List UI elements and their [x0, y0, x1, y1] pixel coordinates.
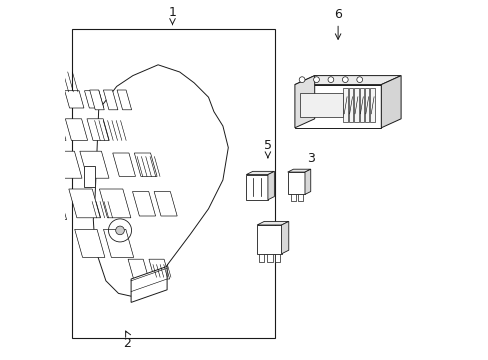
Polygon shape	[305, 169, 310, 194]
Circle shape	[342, 77, 347, 82]
Polygon shape	[343, 88, 347, 122]
Polygon shape	[87, 119, 109, 140]
Polygon shape	[69, 189, 100, 218]
Polygon shape	[274, 254, 280, 262]
Polygon shape	[80, 151, 109, 178]
Polygon shape	[45, 91, 64, 108]
Circle shape	[327, 77, 333, 82]
Polygon shape	[290, 194, 295, 201]
Polygon shape	[281, 221, 288, 254]
Polygon shape	[259, 254, 264, 262]
Polygon shape	[103, 229, 133, 257]
Polygon shape	[381, 76, 400, 128]
Polygon shape	[257, 225, 281, 254]
Text: 6: 6	[333, 8, 341, 21]
Polygon shape	[287, 172, 305, 194]
Polygon shape	[84, 166, 95, 187]
Polygon shape	[33, 171, 59, 193]
Text: 4: 4	[274, 242, 282, 255]
Circle shape	[116, 226, 124, 235]
Polygon shape	[113, 153, 135, 176]
Polygon shape	[267, 171, 274, 200]
Text: 3: 3	[306, 152, 314, 165]
Circle shape	[299, 77, 305, 82]
Polygon shape	[267, 254, 272, 262]
Polygon shape	[370, 88, 374, 122]
Polygon shape	[348, 88, 352, 122]
Bar	[72, 29, 275, 338]
Polygon shape	[43, 119, 66, 140]
Polygon shape	[89, 90, 104, 110]
Circle shape	[313, 77, 319, 82]
Polygon shape	[117, 90, 131, 110]
Polygon shape	[154, 192, 177, 216]
Polygon shape	[257, 221, 288, 225]
Polygon shape	[131, 266, 167, 302]
Polygon shape	[354, 88, 358, 122]
Polygon shape	[294, 76, 314, 128]
Polygon shape	[294, 85, 381, 128]
Polygon shape	[149, 259, 169, 279]
Polygon shape	[365, 88, 368, 122]
Polygon shape	[64, 91, 84, 108]
Polygon shape	[134, 153, 157, 176]
Polygon shape	[99, 189, 131, 218]
Polygon shape	[75, 229, 105, 257]
Polygon shape	[84, 91, 103, 108]
Text: 2: 2	[123, 337, 131, 350]
Polygon shape	[287, 169, 310, 172]
Polygon shape	[103, 90, 118, 110]
Text: 5: 5	[264, 139, 271, 152]
Polygon shape	[132, 192, 155, 216]
Text: 1: 1	[168, 6, 176, 19]
Polygon shape	[128, 259, 148, 279]
Polygon shape	[93, 65, 228, 297]
Polygon shape	[297, 194, 302, 201]
Polygon shape	[294, 76, 400, 85]
Polygon shape	[359, 88, 363, 122]
Circle shape	[356, 77, 362, 82]
Polygon shape	[53, 151, 82, 178]
Polygon shape	[65, 119, 87, 140]
Polygon shape	[41, 198, 66, 220]
Polygon shape	[300, 93, 343, 117]
Polygon shape	[246, 171, 274, 175]
Polygon shape	[246, 175, 267, 200]
